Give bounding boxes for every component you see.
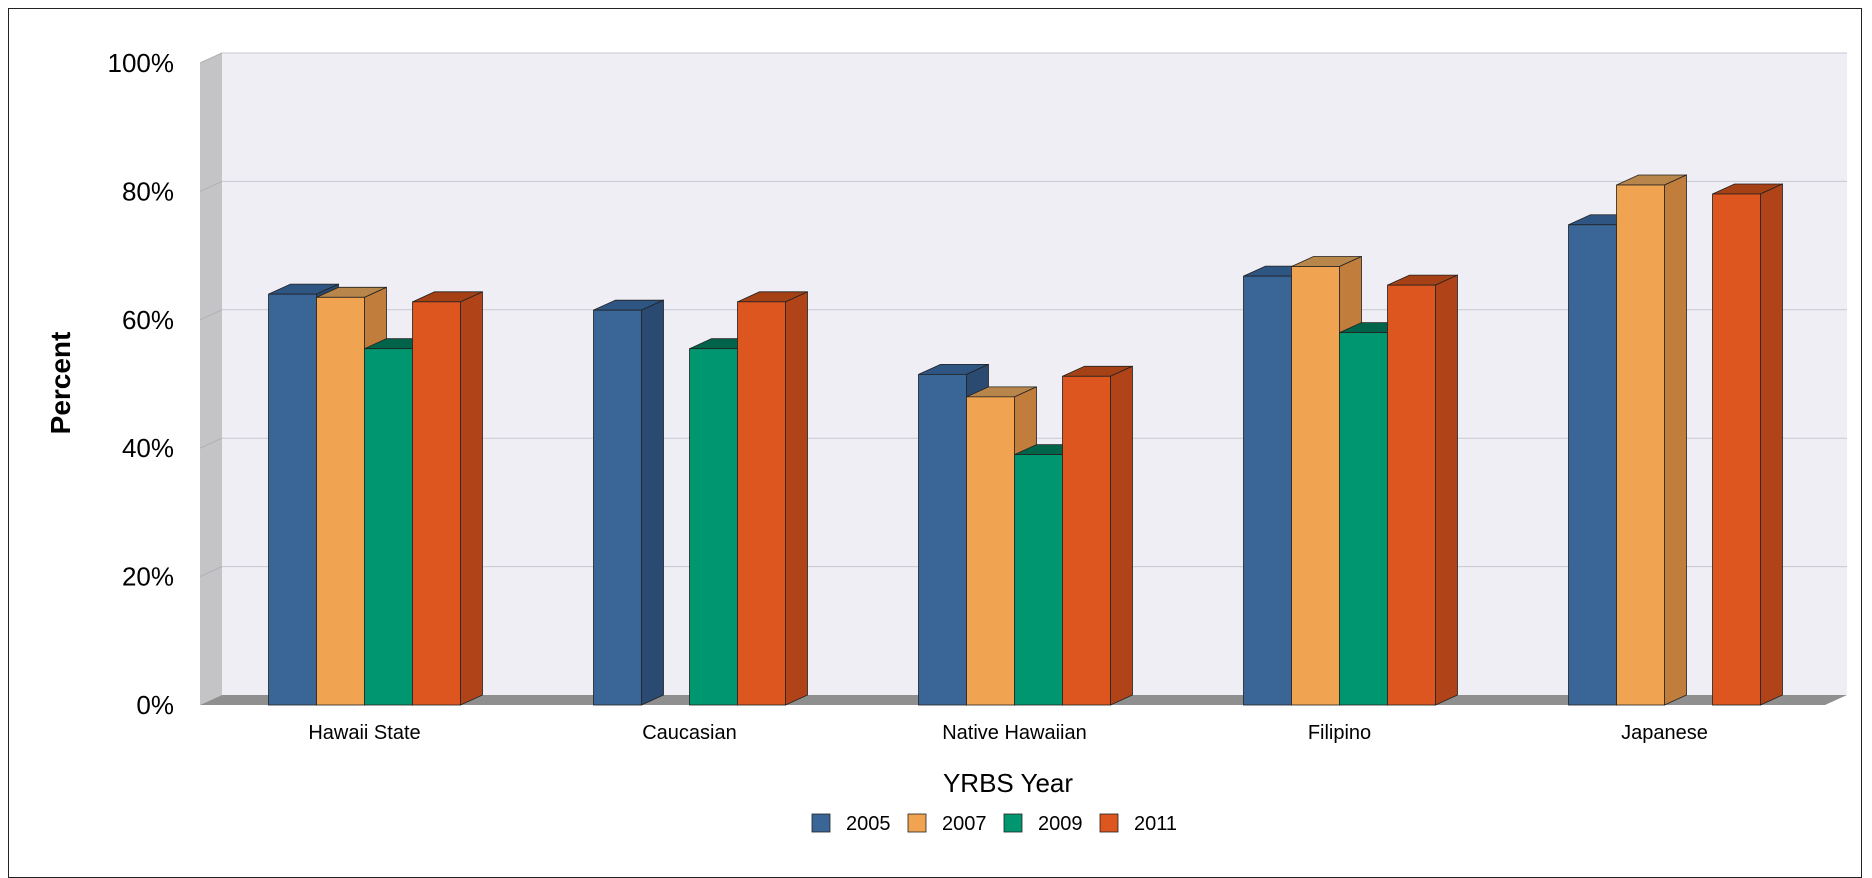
bar-front [1616, 184, 1665, 706]
bar-front [593, 309, 642, 706]
bar-front [737, 301, 786, 706]
bar-front [1291, 266, 1340, 706]
bar-side [1110, 365, 1133, 706]
legend-label-2011: 2011 [1134, 813, 1177, 835]
x-tick-label: Japanese [1621, 722, 1708, 744]
bar-side [460, 291, 483, 706]
legend: 2005 2007 2009 2011 [811, 813, 1177, 835]
bar-side [785, 291, 808, 706]
bar-2011-japanese [1712, 183, 1783, 706]
legend-swatch-2009 [1003, 813, 1023, 833]
legend-label-2007: 2007 [942, 813, 987, 835]
x-axis-ticks: Hawaii State Caucasian Native Hawaiian Fili… [308, 722, 1708, 744]
bar-side [1664, 174, 1687, 706]
legend-label-2009: 2009 [1038, 813, 1083, 835]
gridline-side [199, 566, 223, 578]
x-tick-label: Native Hawaiian [942, 722, 1087, 744]
bar-2011-filipino [1387, 274, 1458, 706]
gridline-side [199, 52, 223, 64]
bar-front [412, 301, 461, 706]
bar-side [1435, 274, 1458, 706]
bar-2005-caucasian [593, 299, 664, 706]
legend-swatch-2007 [907, 813, 927, 833]
bar-2011-caucasian [737, 291, 808, 706]
x-tick-label: Hawaii State [308, 722, 420, 744]
legend-swatch-2005 [811, 813, 831, 833]
y-tick-label: 60% [122, 305, 174, 335]
bar-front [1243, 275, 1292, 706]
bar-2007-japanese [1616, 174, 1687, 706]
bar-front [316, 296, 365, 706]
bar-side [1760, 183, 1783, 706]
y-tick-label: 0% [136, 690, 174, 720]
legend-label-2005: 2005 [846, 813, 891, 835]
bar-front [1712, 193, 1761, 706]
bar-front [966, 396, 1015, 706]
side-wall [200, 53, 222, 705]
bar-side [641, 299, 664, 706]
y-tick-label: 40% [122, 433, 174, 463]
gridline-side [199, 437, 223, 449]
y-axis-label: Percent [45, 332, 76, 435]
bar-front [268, 293, 317, 706]
y-tick-label: 20% [122, 562, 174, 592]
y-tick-label: 80% [122, 176, 174, 206]
gridline-side [199, 309, 223, 321]
x-axis-label: YRBS Year [943, 768, 1073, 798]
bar-2011-native-hawaiian [1062, 365, 1133, 706]
x-tick-label: Filipino [1308, 722, 1371, 744]
legend-swatch-2011 [1099, 813, 1119, 833]
bar-front [1387, 284, 1436, 706]
bar-front [1339, 332, 1388, 706]
gridline-side [199, 180, 223, 192]
bar-front [918, 373, 967, 706]
y-axis-ticks: 0% 20% 40% 60% 80% 100% [108, 48, 175, 720]
bar-front [1062, 375, 1111, 706]
bar-front [1014, 454, 1063, 706]
bar-front [364, 348, 413, 706]
bars [268, 174, 1783, 706]
y-tick-label: 100% [108, 48, 175, 78]
bar-2011-hawaii-state [412, 291, 483, 706]
bar-front [1568, 224, 1617, 706]
bar-front [689, 348, 738, 706]
x-tick-label: Caucasian [642, 722, 737, 744]
